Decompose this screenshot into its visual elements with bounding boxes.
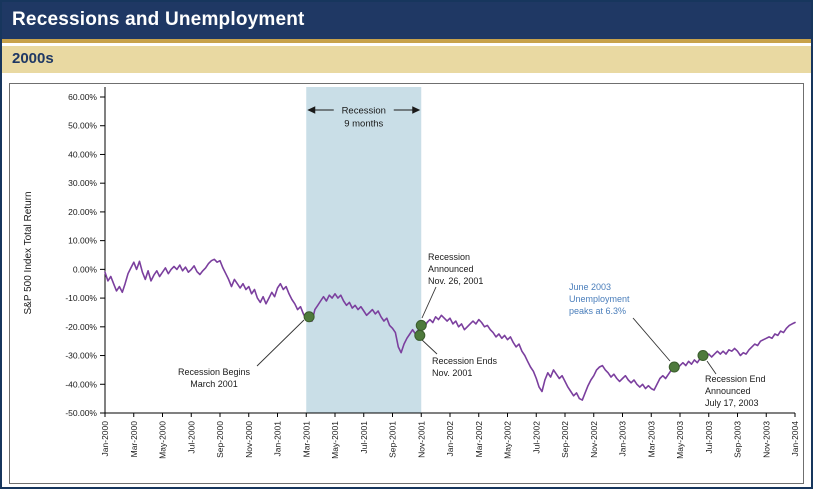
recession-end-announced-marker xyxy=(697,350,709,362)
unemployment-peak-marker xyxy=(668,361,680,373)
x-tick-label: Mar-2003 xyxy=(646,421,656,458)
y-tick-label: 0.00% xyxy=(73,264,98,274)
x-tick-label: Jan-2000 xyxy=(100,421,110,457)
recession-begins-note: Recession Begins xyxy=(178,367,251,377)
y-tick-label: -50.00% xyxy=(65,408,97,418)
page-title: Recessions and Unemployment xyxy=(12,9,305,30)
recession-band-duration-label: 9 months xyxy=(344,119,383,130)
right-arrowhead-icon xyxy=(412,106,421,114)
y-tick-label: 60.00% xyxy=(68,92,97,102)
x-tick-label: Mar-2000 xyxy=(129,421,139,458)
recession-announced-note: Announced xyxy=(428,264,474,274)
chart-panel: Recession 9 months 60.00% 50.00% 40.00% 30.00… xyxy=(9,83,804,484)
x-tick-label: Jul-2002 xyxy=(531,421,541,454)
recession-band xyxy=(306,87,422,413)
decade-subheader: 2000s xyxy=(2,46,811,73)
x-tick-label: Jan-2003 xyxy=(618,421,628,457)
recession-end-announced-note: July 17, 2003 xyxy=(705,398,759,408)
recession-begins-note: March 2001 xyxy=(190,379,238,389)
x-tick-label: Mar-2002 xyxy=(474,421,484,458)
recession-end-announced-note: Announced xyxy=(705,386,751,396)
x-tick-label: Jul-2003 xyxy=(704,421,714,454)
y-tick-label: 10.00% xyxy=(68,236,97,246)
left-arrowhead-icon xyxy=(307,106,316,114)
recession-band-label: Recession xyxy=(342,106,386,117)
decade-label: 2000s xyxy=(12,50,54,67)
unemployment-note-leader xyxy=(632,317,671,362)
recession-ends-marker xyxy=(414,329,426,341)
x-tick-label: Jan-2001 xyxy=(273,421,283,457)
x-tick-label: Nov-2001 xyxy=(416,421,426,458)
y-tick-label: -30.00% xyxy=(65,351,97,361)
gold-divider xyxy=(2,39,811,43)
recession-ends-note: Nov. 2001 xyxy=(432,368,472,378)
x-tick-label: Nov-2000 xyxy=(244,421,254,458)
sp500-return-line xyxy=(104,258,796,401)
y-tick-label: -20.00% xyxy=(65,322,97,332)
y-tick-label: 50.00% xyxy=(68,121,97,131)
y-tick-label: 40.00% xyxy=(68,149,97,159)
y-tick-label: -40.00% xyxy=(65,379,97,389)
x-tick-label: Jul-2000 xyxy=(186,421,196,454)
unemployment-note: peaks at 6.3% xyxy=(569,306,626,316)
y-tick-label: 20.00% xyxy=(68,207,97,217)
x-tick-label: May-2000 xyxy=(158,421,168,459)
y-tick-label: -10.00% xyxy=(65,293,97,303)
recession-begins-note-leader xyxy=(256,319,305,367)
sp500-return-chart: Recession 9 months 60.00% 50.00% 40.00% 30.00… xyxy=(23,87,800,459)
x-tick-label: Jul-2001 xyxy=(359,421,369,454)
recession-end-announced-note: Recession End xyxy=(705,374,766,384)
recession-announced-note: Recession xyxy=(428,252,470,262)
x-tick-label: Nov-2002 xyxy=(589,421,599,458)
x-tick-label: Nov-2003 xyxy=(761,421,771,458)
unemployment-note: June 2003 xyxy=(569,282,611,292)
recession-end-announced-note-leader xyxy=(706,360,717,375)
header-gap xyxy=(2,43,811,46)
x-tick-label: Sep-2001 xyxy=(388,421,398,458)
y-axis-title: S&P 500 Index Total Return xyxy=(23,191,34,314)
recession-begins-marker xyxy=(303,311,315,323)
x-tick-label: Sep-2000 xyxy=(215,421,225,458)
x-tick-label: Jan-2002 xyxy=(445,421,455,457)
x-tick-label: Sep-2003 xyxy=(733,421,743,458)
recession-announced-note-leader xyxy=(421,286,437,319)
x-tick-label: May-2002 xyxy=(503,421,513,459)
x-tick-label: May-2001 xyxy=(330,421,340,459)
recession-announced-note: Nov. 26, 2001 xyxy=(428,276,483,286)
recession-ends-note-leader xyxy=(420,338,438,355)
x-tick-label: Jan-2004 xyxy=(790,421,800,457)
x-tick-label: Sep-2002 xyxy=(560,421,570,458)
unemployment-note: Unemployment xyxy=(569,294,630,304)
y-tick-label: 30.00% xyxy=(68,178,97,188)
report-header: Recessions and Unemployment xyxy=(2,2,811,39)
x-tick-label: May-2003 xyxy=(675,421,685,459)
recession-ends-note: Recession Ends xyxy=(432,356,498,366)
recession-announced-marker xyxy=(415,319,427,331)
x-tick-label: Mar-2001 xyxy=(301,421,311,458)
